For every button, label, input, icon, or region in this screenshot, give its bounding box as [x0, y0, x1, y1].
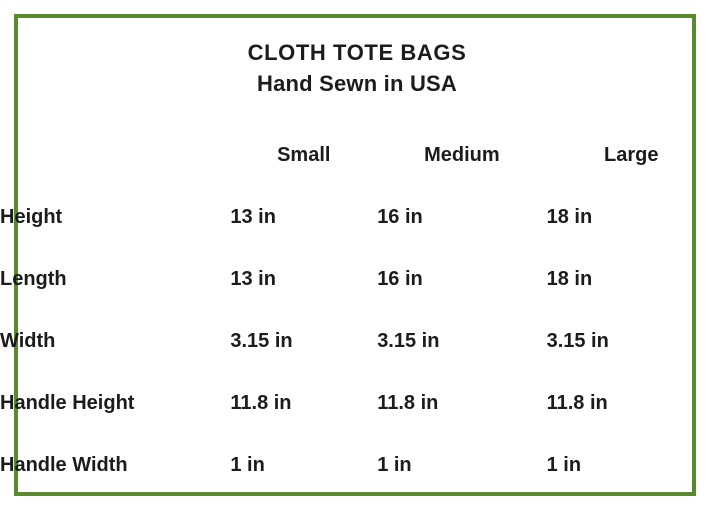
table-body: Height 13 in 16 in 18 in Length 13 in 16… [0, 186, 716, 496]
title-primary: CLOTH TOTE BAGS [247, 40, 467, 65]
table-row: Handle Width 1 in 1 in 1 in [0, 434, 716, 496]
cell-height-large: 18 in [546, 205, 593, 228]
cell-length-large: 18 in [546, 267, 593, 290]
cell-handle-height-medium: 11.8 in [377, 391, 439, 414]
table-row: Height 13 in 16 in 18 in [0, 186, 716, 248]
cell-height-small: 13 in [230, 205, 276, 228]
table-corner-cell [0, 124, 230, 186]
row-header-width: Width [0, 329, 56, 352]
row-header-length: Length [0, 267, 67, 290]
table-row: Width 3.15 in 3.15 in 3.15 in [0, 310, 716, 372]
page-title: CLOTH TOTE BAGS Hand Sewn in USA [18, 38, 696, 100]
cell-handle-width-medium: 1 in [377, 453, 412, 476]
column-header-small: Small [277, 143, 331, 166]
table-header-row: Small Medium Large [0, 124, 716, 186]
title-secondary: Hand Sewn in USA [257, 71, 457, 96]
table-header: Small Medium Large [0, 124, 716, 186]
cell-width-medium: 3.15 in [377, 329, 440, 352]
row-header-height: Height [0, 205, 63, 228]
dimensions-table: Small Medium Large Height 13 in 16 in 18… [0, 124, 716, 496]
cell-handle-height-small: 11.8 in [230, 391, 292, 414]
cell-width-large: 3.15 in [546, 329, 609, 352]
column-header-medium: Medium [424, 143, 500, 166]
cell-handle-width-small: 1 in [230, 453, 265, 476]
cell-length-small: 13 in [230, 267, 276, 290]
cell-width-small: 3.15 in [230, 329, 293, 352]
cell-handle-height-large: 11.8 in [546, 391, 608, 414]
table-row: Handle Height 11.8 in 11.8 in 11.8 in [0, 372, 716, 434]
cell-handle-width-large: 1 in [546, 453, 582, 476]
column-header-large: Large [604, 143, 659, 166]
cell-height-medium: 16 in [377, 205, 423, 228]
row-header-handle-width: Handle Width [0, 453, 128, 476]
cell-length-medium: 16 in [377, 267, 423, 290]
row-header-handle-height: Handle Height [0, 391, 135, 414]
table-row: Length 13 in 16 in 18 in [0, 248, 716, 310]
